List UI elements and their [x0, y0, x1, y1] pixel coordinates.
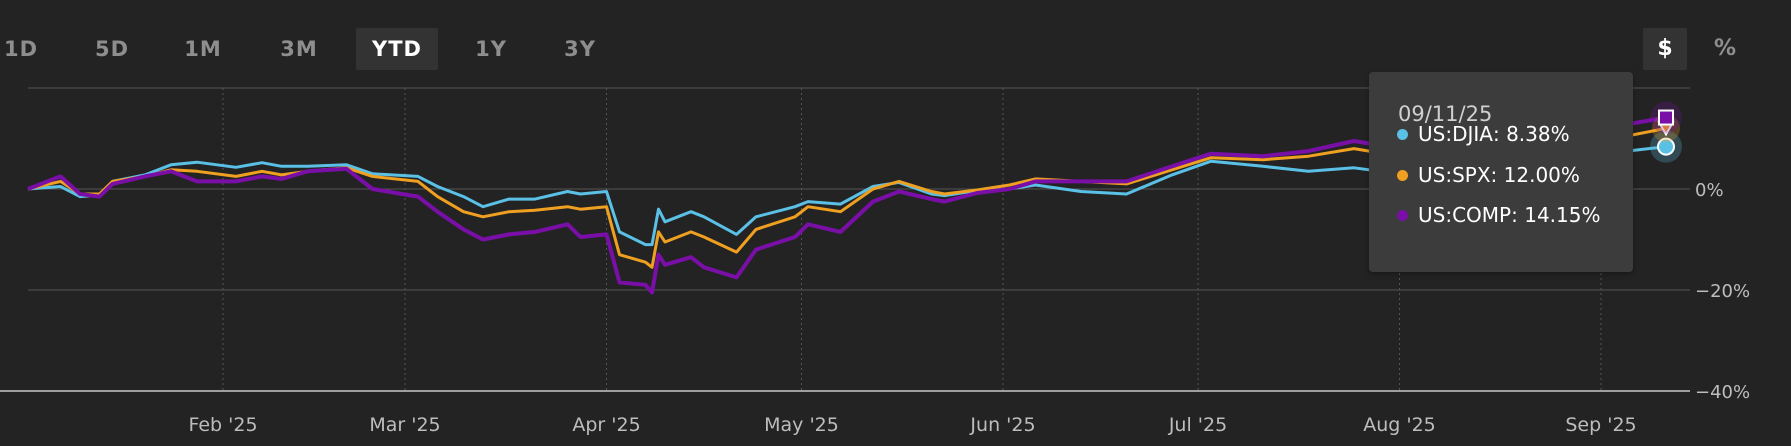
comp-dot-icon [1397, 209, 1408, 221]
y-tick-label: −40% [1695, 382, 1750, 403]
series-line-us-djia [27, 145, 1667, 247]
comp-end-marker [1658, 109, 1674, 126]
x-tick-label: Apr '25 [572, 414, 640, 436]
tooltip-spx-name: US:SPX [1418, 163, 1491, 187]
y-tick-label: −20% [1695, 281, 1750, 302]
tooltip-djia-value: 8.38% [1506, 122, 1570, 146]
x-tick-label: Aug '25 [1363, 414, 1436, 436]
range-tab-1y[interactable]: 1Y [475, 37, 507, 61]
x-tick-label: Mar '25 [369, 414, 440, 436]
tooltip-comp-value: 14.15% [1524, 203, 1601, 227]
x-tick-label: May '25 [764, 414, 839, 436]
hover-tooltip: 09/11/25 US:DJIA: 8.38% US:SPX: 12.00% U… [1369, 72, 1633, 272]
series-line-us-spx [27, 126, 1667, 269]
series-line-us-comp [27, 115, 1667, 295]
x-tick-label: Feb '25 [188, 414, 257, 436]
x-tick-label: Sep '25 [1565, 414, 1636, 436]
tooltip-comp-name: US:COMP [1418, 203, 1512, 227]
dollar-toggle-button[interactable]: $ [1643, 28, 1687, 70]
range-tab-3y[interactable]: 3Y [564, 37, 596, 61]
tooltip-row-spx: US:SPX: 12.00% [1397, 161, 1580, 189]
tooltip-spx-value: 12.00% [1503, 163, 1580, 187]
range-tab-ytd[interactable]: YTD [356, 28, 438, 70]
tooltip-djia-name: US:DJIA [1418, 122, 1493, 146]
y-tick-label: 0% [1695, 180, 1724, 201]
x-tick-label: Jul '25 [1168, 414, 1227, 436]
djia-end-marker [1657, 137, 1675, 156]
tooltip-row-djia: US:DJIA: 8.38% [1397, 120, 1570, 148]
range-tab-5d[interactable]: 5D [94, 37, 130, 61]
spx-dot-icon [1397, 169, 1408, 181]
djia-dot-icon [1397, 128, 1408, 140]
range-tab-3m[interactable]: 3M [280, 37, 318, 61]
tooltip-date: 09/11/25 [1398, 102, 1493, 126]
percent-toggle-button[interactable]: % [1713, 36, 1737, 61]
x-tick-label: Jun '25 [969, 414, 1035, 436]
range-tab-1d[interactable]: 1D [3, 37, 39, 61]
tooltip-row-comp: US:COMP: 14.15% [1397, 201, 1600, 229]
range-tab-1m[interactable]: 1M [184, 37, 222, 61]
